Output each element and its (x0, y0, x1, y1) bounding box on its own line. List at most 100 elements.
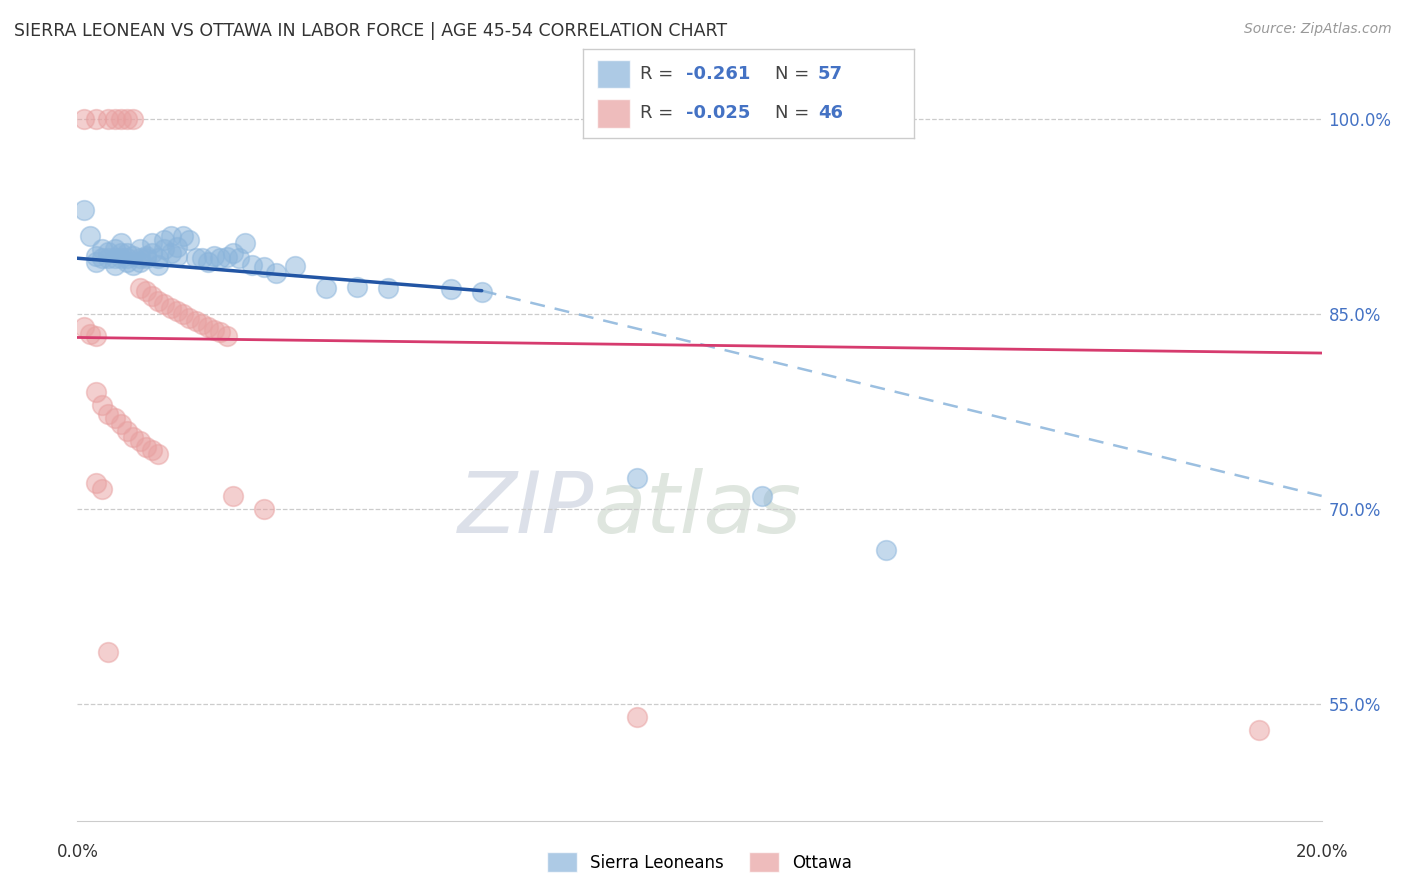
Point (72, 320, 94, 334)
Point (91, 242, 114, 256)
Point (875, 543, 897, 558)
Point (751, 489, 773, 503)
Text: Source: ZipAtlas.com: Source: ZipAtlas.com (1244, 22, 1392, 37)
Point (166, 249, 188, 263)
Point (166, 304, 188, 318)
Point (115, 255, 138, 269)
Point (159, 246, 181, 260)
Point (148, 294, 170, 309)
Point (110, 251, 132, 265)
Point (222, 489, 245, 503)
Text: 20.0%: 20.0% (1295, 843, 1348, 861)
Point (115, 424, 138, 438)
Point (166, 239, 188, 253)
Point (135, 249, 157, 263)
Point (135, 440, 157, 454)
Point (128, 255, 150, 269)
Point (97, 244, 120, 259)
Point (84, 249, 107, 263)
Point (209, 325, 232, 339)
Point (215, 329, 238, 343)
Point (128, 434, 150, 449)
Point (253, 502, 276, 516)
Point (110, 417, 132, 432)
Point (72, 203, 94, 218)
Legend: Sierra Leoneans, Ottawa: Sierra Leoneans, Ottawa (540, 846, 859, 879)
Point (115, 251, 138, 265)
Point (84, 112, 107, 127)
Point (110, 246, 132, 260)
Text: atlas: atlas (593, 468, 801, 551)
Point (104, 112, 127, 127)
Text: ZIP: ZIP (457, 468, 593, 551)
Point (153, 296, 176, 310)
Point (626, 471, 648, 485)
Point (141, 443, 163, 458)
Point (135, 284, 157, 298)
Text: 57: 57 (818, 64, 844, 83)
Point (377, 281, 399, 295)
Point (179, 310, 201, 325)
Point (159, 301, 181, 315)
Point (97, 251, 120, 265)
Text: 0.0%: 0.0% (56, 843, 98, 861)
Point (346, 280, 368, 294)
Text: -0.261: -0.261 (686, 64, 751, 83)
Point (128, 251, 150, 265)
Point (266, 266, 288, 280)
Text: 46: 46 (818, 103, 844, 122)
Point (626, 710, 648, 724)
Point (97, 112, 120, 127)
Point (148, 251, 170, 265)
Point (135, 251, 157, 265)
Point (440, 282, 463, 296)
Text: N =: N = (775, 103, 815, 122)
Point (115, 112, 138, 127)
Point (104, 258, 127, 272)
Point (104, 242, 127, 256)
Point (215, 250, 238, 264)
Point (97, 645, 120, 659)
Point (148, 447, 170, 461)
Point (84, 329, 107, 343)
Point (141, 235, 163, 250)
Point (209, 251, 232, 265)
Point (172, 307, 194, 321)
Point (184, 251, 207, 265)
Point (110, 235, 132, 250)
Point (191, 318, 214, 332)
Point (233, 235, 256, 250)
Point (128, 281, 150, 295)
Point (104, 411, 127, 425)
Text: R =: R = (640, 64, 679, 83)
Point (104, 251, 127, 265)
Point (122, 430, 145, 444)
Point (148, 258, 170, 272)
Point (122, 249, 145, 263)
Point (172, 229, 194, 244)
Text: N =: N = (775, 64, 815, 83)
Point (110, 112, 132, 127)
Point (202, 323, 225, 337)
Point (228, 251, 250, 265)
Point (153, 242, 176, 256)
Point (284, 259, 307, 273)
Point (84, 384, 107, 399)
Point (91, 251, 114, 265)
Bar (596, 60, 630, 88)
Point (79, 326, 101, 341)
Point (153, 233, 176, 247)
Point (179, 233, 201, 247)
Point (128, 242, 150, 256)
Point (141, 246, 163, 260)
Text: R =: R = (640, 103, 679, 122)
Point (97, 407, 120, 421)
Point (91, 398, 114, 412)
Text: -0.025: -0.025 (686, 103, 751, 122)
Point (122, 112, 145, 127)
Point (159, 229, 181, 244)
Point (1249, 723, 1271, 737)
Point (197, 255, 219, 269)
Point (197, 320, 219, 334)
Point (79, 229, 101, 244)
